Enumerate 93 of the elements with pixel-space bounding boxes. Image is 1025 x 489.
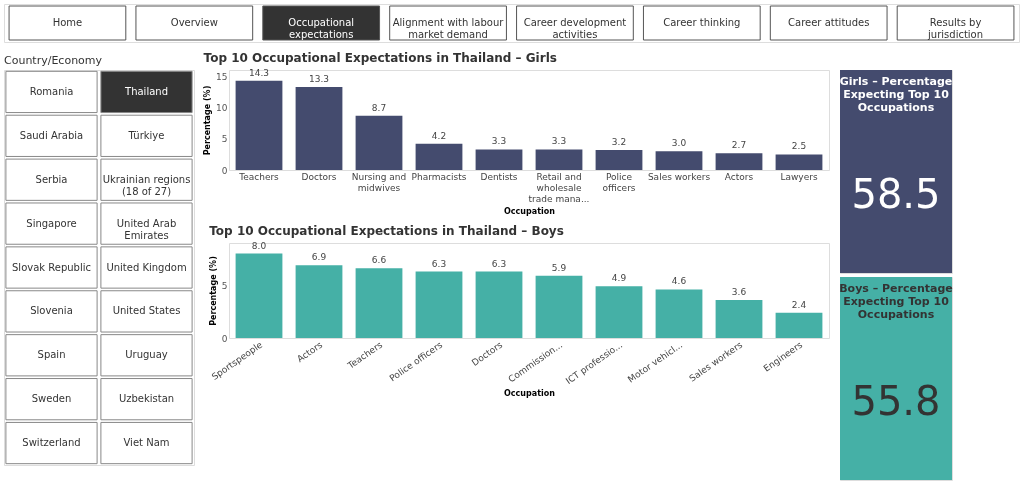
- data-label: 5.9: [551, 262, 567, 273]
- y-tick-label: 5: [221, 134, 228, 145]
- x-axis-title: Occupation: [504, 389, 556, 399]
- category-label: Career development activities: [523, 17, 627, 40]
- y-tick-label: 0: [221, 333, 228, 344]
- bar: [535, 275, 583, 338]
- text: Country/Economy: [4, 54, 103, 67]
- bar: [595, 286, 643, 338]
- data-label: 6.3: [431, 258, 447, 269]
- bar: [295, 86, 343, 170]
- bar: [775, 312, 823, 338]
- x-tick-label: Lawyers: [780, 171, 818, 182]
- x-tick-label: Dentists: [480, 171, 518, 182]
- text: Girls – Percentage Expecting Top 10 Occupations: [839, 75, 953, 114]
- category-label: Viet Nam: [123, 437, 170, 449]
- bar: [655, 151, 703, 170]
- category-label: Career attitudes: [788, 17, 870, 28]
- bar: [535, 149, 583, 170]
- data-label: 13.3: [308, 73, 330, 84]
- data-label: 2.5: [791, 141, 807, 152]
- text: Boys – Percentage Expecting Top 10 Occupations: [839, 282, 953, 321]
- category-label: Singapore: [26, 217, 77, 229]
- data-label: 3.0: [671, 138, 687, 149]
- x-tick-label: Doctors: [301, 171, 337, 182]
- x-tick-label: Nursing and midwives: [351, 171, 407, 193]
- x-tick-label: Pharmacists: [411, 171, 467, 182]
- data-label: 6.6: [371, 255, 387, 266]
- bar: [235, 80, 283, 170]
- bar: [295, 265, 343, 338]
- category-label: Overview: [170, 17, 218, 28]
- category-label: United Kingdom: [106, 261, 187, 273]
- category-label: Uzbekistan: [118, 393, 175, 405]
- category-label: Career thinking: [663, 17, 741, 28]
- y-tick-label: 0: [221, 165, 228, 176]
- data-label: 3.6: [731, 287, 747, 297]
- category-label: Slovenia: [30, 305, 73, 317]
- data-label: 4.6: [671, 276, 687, 287]
- category-label: Results by jurisdiction: [927, 17, 984, 40]
- category-label: Thailand: [124, 85, 168, 97]
- data-label: 58.5: [851, 170, 941, 217]
- data-label: 3.2: [611, 137, 627, 147]
- y-tick-label: 15: [216, 71, 228, 82]
- category-label: Home: [52, 17, 83, 28]
- y-axis-title: Percentage (%): [203, 85, 213, 156]
- category-label: Uruguay: [125, 349, 168, 361]
- category-label: Switzerland: [22, 437, 81, 449]
- data-label: 14.3: [248, 67, 270, 78]
- x-tick-label: Sales workers: [647, 171, 711, 182]
- bar: [415, 271, 463, 338]
- category-label: Saudi Arabia: [19, 129, 84, 141]
- data-label: 8.0: [251, 240, 267, 251]
- data-label: 2.4: [791, 299, 807, 310]
- data-label: 8.7: [371, 102, 387, 113]
- category-label: United States: [112, 305, 181, 317]
- x-axis-title: Occupation: [504, 206, 556, 216]
- data-label: 6.3: [491, 258, 507, 269]
- category-label: Sweden: [31, 393, 72, 405]
- y-axis-title: Percentage (%): [208, 256, 218, 326]
- data-label: 55.8: [851, 377, 941, 424]
- bar: [415, 143, 463, 170]
- category-label: Serbia: [35, 173, 68, 185]
- bar: [715, 153, 763, 170]
- category-label: Romania: [29, 85, 74, 97]
- bar: [355, 115, 403, 170]
- category-label: Spain: [37, 349, 66, 361]
- data-label: 6.9: [311, 252, 327, 263]
- data-label: 3.3: [491, 136, 507, 147]
- x-tick-label: Retail and wholesale trade mana...: [528, 171, 590, 204]
- bar: [595, 150, 643, 170]
- data-label: 4.2: [431, 130, 447, 141]
- bar: [475, 149, 523, 170]
- y-tick-label: 10: [216, 103, 228, 113]
- bar: [775, 154, 823, 170]
- x-tick-label: Actors: [724, 171, 754, 182]
- y-tick-label: 5: [221, 280, 228, 291]
- category-label: Ukrainian regions (18 of 27): [102, 173, 191, 197]
- bar: [715, 300, 763, 338]
- bar: [355, 268, 403, 338]
- category-label: Alignment with labour market demand: [392, 17, 505, 40]
- chart-title: Top 10 Occupational Expectations in Thailand – Boys: [209, 223, 564, 238]
- category-label: Occupational expectations: [288, 17, 355, 40]
- data-label: 2.7: [731, 140, 747, 151]
- bar: [655, 289, 703, 338]
- x-tick-label: Teachers: [238, 171, 280, 182]
- category-label: United Arab Emirates: [116, 217, 177, 241]
- data-label: 4.9: [611, 273, 627, 284]
- bar: [235, 253, 283, 338]
- chart-title: Top 10 Occupational Expectations in Thailand – Girls: [203, 50, 557, 65]
- bar: [475, 271, 523, 338]
- data-label: 3.3: [551, 136, 567, 147]
- category-label: Türkiye: [127, 129, 165, 141]
- category-label: Slovak Republic: [12, 261, 91, 273]
- x-tick-label: Police officers: [602, 171, 636, 193]
